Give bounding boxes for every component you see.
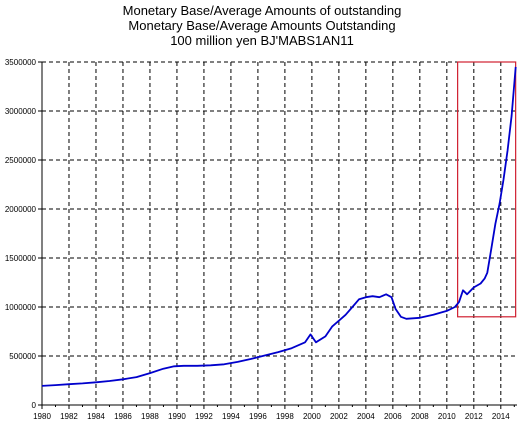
- x-tick-label: 2002: [330, 412, 348, 421]
- x-tick-label: 2000: [303, 412, 321, 421]
- x-tick-label: 1986: [114, 412, 132, 421]
- x-tick-label: 1998: [276, 412, 294, 421]
- y-tick-label: 2000000: [5, 205, 37, 214]
- highlight-box: [457, 61, 517, 318]
- y-tick-label: 500000: [9, 352, 36, 361]
- x-tick-label: 2014: [492, 412, 510, 421]
- x-tick-label: 1990: [168, 412, 186, 421]
- y-tick-label: 0: [32, 401, 37, 410]
- y-tick-label: 1000000: [5, 303, 37, 312]
- x-tick-label: 2004: [357, 412, 375, 421]
- x-tick-label: 1996: [249, 412, 267, 421]
- x-tick-label: 1994: [222, 412, 240, 421]
- x-tick-label: 1988: [141, 412, 159, 421]
- chart-title-line-2: Monetary Base/Average Amounts Outstandin…: [128, 18, 396, 33]
- x-tick-label: 1980: [33, 412, 51, 421]
- x-tick-label: 2010: [438, 412, 456, 421]
- series-line: [41, 66, 517, 387]
- x-tick-label: 1984: [87, 412, 105, 421]
- x-tick-label: 1992: [195, 412, 213, 421]
- x-tick-label: 2012: [465, 412, 483, 421]
- y-tick-label: 2500000: [5, 156, 37, 165]
- chart-title-line-1: Monetary Base/Average Amounts of outstan…: [122, 3, 402, 18]
- chart-title-line-3: 100 million yen BJ'MABS1AN11: [170, 33, 354, 48]
- y-tick-label: 3000000: [5, 107, 37, 116]
- x-tick-label: 2006: [384, 412, 402, 421]
- y-tick-label: 1500000: [5, 254, 37, 263]
- x-tick-label: 2008: [411, 412, 429, 421]
- y-tick-label: 3500000: [5, 58, 37, 67]
- x-tick-label: 1982: [60, 412, 78, 421]
